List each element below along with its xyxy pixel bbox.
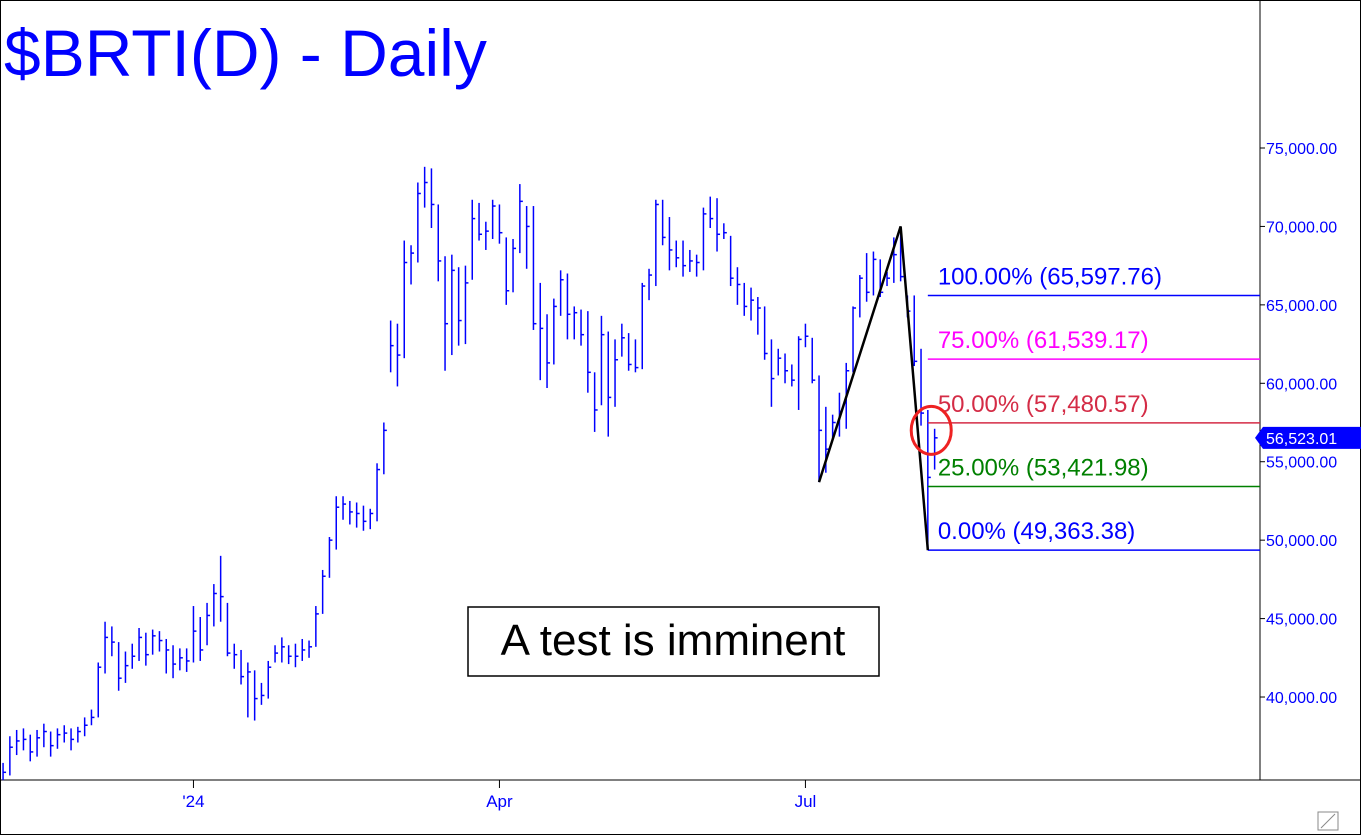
y-tick-label: 45,000.00 — [1266, 612, 1337, 629]
level-label: 50.00% (57,480.57) — [938, 391, 1149, 418]
pattern-line — [817, 226, 930, 551]
annotation-box — [467, 606, 880, 677]
level-label: 0.00% (49,363.38) — [938, 518, 1135, 545]
x-tick-label: Apr — [486, 792, 513, 811]
x-tick-label: Jul — [795, 792, 817, 811]
y-tick-label: 75,000.00 — [1266, 141, 1337, 158]
annotation: A test is imminent — [501, 616, 846, 665]
y-tick-label: 70,000.00 — [1266, 219, 1337, 236]
y-tick-label: 55,000.00 — [1266, 455, 1337, 472]
level-label: 75.00% (61,539.17) — [938, 327, 1149, 354]
price-tag-label: 56,523.01 — [1266, 431, 1337, 448]
y-tick-label: 40,000.00 — [1266, 690, 1337, 707]
corner-icon — [1317, 811, 1339, 831]
highlight-circle — [909, 404, 953, 456]
y-tick-label: 60,000.00 — [1266, 376, 1337, 393]
chart-title: $BRTI(D) - Daily — [4, 16, 487, 90]
price-tag — [1255, 426, 1361, 449]
level-label: 25.00% (53,421.98) — [938, 454, 1149, 481]
y-tick-label: 65,000.00 — [1266, 298, 1337, 315]
y-tick-label: 50,000.00 — [1266, 533, 1337, 550]
level-label: 100.00% (65,597.76) — [938, 263, 1162, 290]
x-tick-label: '24 — [182, 792, 204, 811]
